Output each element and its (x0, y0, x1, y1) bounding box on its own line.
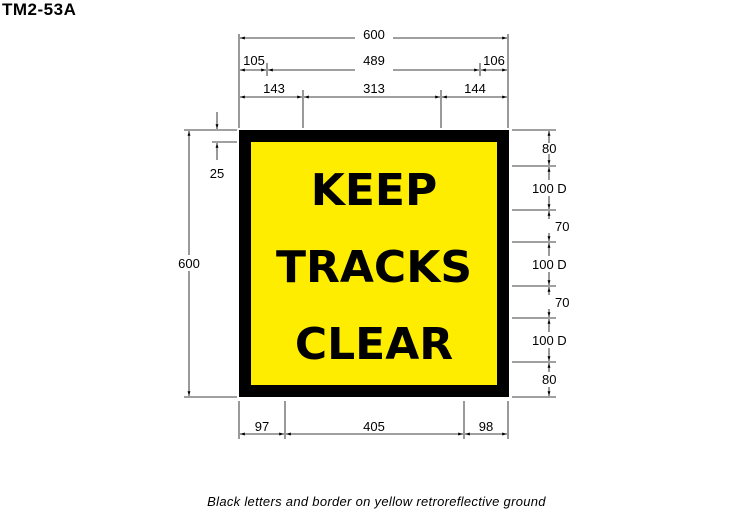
dim-row2-left: 143 (263, 81, 285, 96)
sign-ground (251, 142, 497, 385)
dim-row1-middle: 489 (363, 53, 385, 68)
dim-overall-height: 600 (178, 256, 200, 271)
dim-vertical-4: 100 D (532, 257, 567, 272)
sign-line-3: CLEAR (295, 319, 453, 370)
dim-row2-middle: 313 (363, 81, 385, 96)
dim-vertical-2: 100 D (532, 181, 567, 196)
dim-vertical-5: 70 (555, 295, 569, 310)
dim-vertical-7: 80 (542, 372, 556, 387)
dim-border: 25 (210, 166, 224, 181)
sign-code: TM2-53A (2, 0, 77, 19)
sign-line-1: KEEP (311, 165, 437, 216)
dim-bottom-left: 97 (255, 419, 269, 434)
dim-row2-right: 144 (464, 81, 486, 96)
dim-vertical-3: 70 (555, 219, 569, 234)
dim-bottom-right: 98 (479, 419, 493, 434)
dim-vertical-1: 80 (542, 141, 556, 156)
dim-row1-left: 105 (243, 53, 265, 68)
caption: Black letters and border on yellow retro… (207, 494, 546, 509)
dim-vertical-6: 100 D (532, 333, 567, 348)
dim-bottom-middle: 405 (363, 419, 385, 434)
dim-overall-width: 600 (363, 27, 385, 42)
dim-row1-right: 106 (483, 53, 505, 68)
sign-line-2: TRACKS (276, 242, 472, 293)
